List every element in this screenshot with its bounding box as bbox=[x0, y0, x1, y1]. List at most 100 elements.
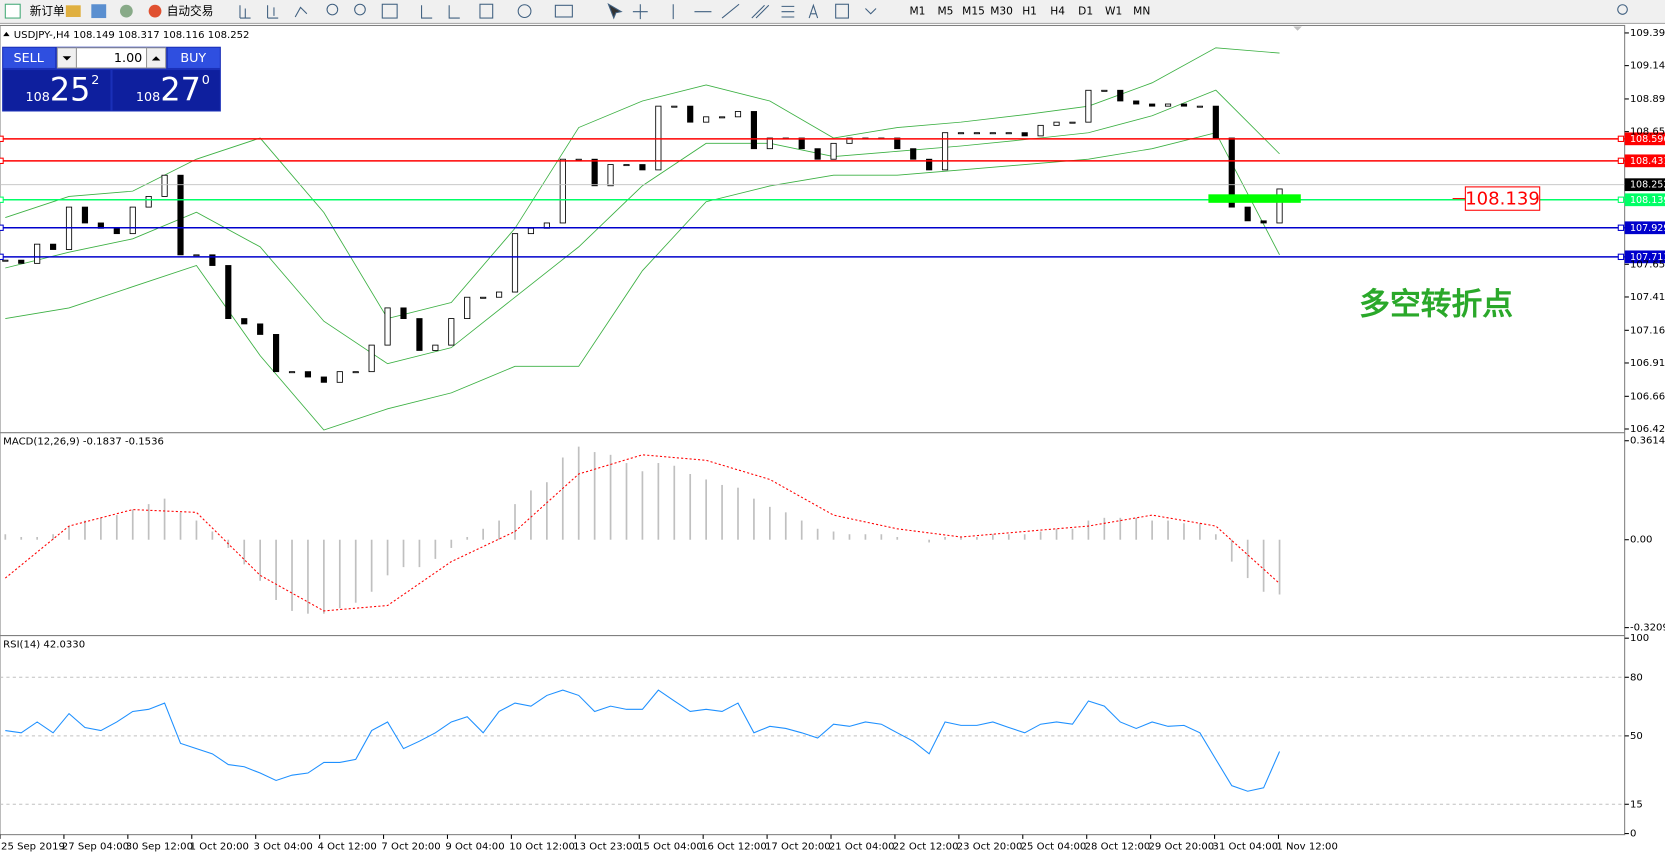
icon[interactable] bbox=[91, 4, 107, 19]
timeframe-button[interactable]: D1 bbox=[1078, 5, 1093, 18]
icon[interactable] bbox=[65, 5, 81, 17]
candle bbox=[81, 206, 89, 224]
tool-icons[interactable] bbox=[239, 3, 1628, 20]
chart-frame bbox=[0, 24, 1626, 836]
x-tick-label: 27 Sep 04:00 bbox=[62, 841, 129, 852]
timeframe-button[interactable]: M30 bbox=[990, 5, 1013, 18]
candle bbox=[1228, 137, 1235, 208]
icon[interactable] bbox=[326, 3, 339, 16]
icon[interactable] bbox=[381, 3, 398, 19]
x-tick-label: 1 Nov 12:00 bbox=[1276, 841, 1338, 852]
icon[interactable] bbox=[517, 4, 532, 19]
level-handle[interactable] bbox=[0, 253, 4, 261]
x-tick-label: 1 Oct 20:00 bbox=[190, 841, 249, 852]
icon[interactable] bbox=[421, 5, 433, 19]
candle bbox=[18, 259, 25, 264]
candle bbox=[1149, 103, 1156, 107]
x-tick-label: 28 Oct 12:00 bbox=[1085, 841, 1151, 852]
timeframe-button[interactable]: H1 bbox=[1022, 5, 1037, 18]
candle bbox=[1053, 121, 1060, 126]
icon[interactable] bbox=[448, 5, 460, 19]
y-tick-label: 106.665 bbox=[1630, 391, 1665, 402]
level-handle[interactable] bbox=[0, 224, 4, 231]
auto-trading-button[interactable]: 自动交易 bbox=[167, 4, 214, 18]
bid-big: 108 bbox=[25, 90, 49, 105]
icon[interactable] bbox=[479, 3, 494, 19]
candle bbox=[846, 137, 853, 144]
x-tick-label: 7 Oct 20:00 bbox=[381, 841, 440, 852]
candle bbox=[352, 371, 359, 374]
candle bbox=[734, 111, 742, 118]
macd-title: MACD(12,26,9) -0.1837 -0.1536 bbox=[3, 437, 164, 448]
level-handle[interactable] bbox=[1617, 253, 1625, 261]
candle bbox=[607, 164, 614, 187]
icon[interactable] bbox=[632, 4, 648, 20]
candle bbox=[1005, 132, 1012, 135]
timeframe-button[interactable]: W1 bbox=[1105, 5, 1122, 18]
current-price-box bbox=[1624, 178, 1665, 192]
candle bbox=[511, 233, 519, 293]
candle bbox=[50, 243, 57, 250]
sell-label[interactable]: SELL bbox=[14, 51, 45, 66]
level-handle[interactable] bbox=[1617, 224, 1625, 231]
timeframe-button[interactable]: MN bbox=[1133, 5, 1150, 18]
icon[interactable] bbox=[119, 4, 133, 18]
level-handle[interactable] bbox=[0, 157, 4, 165]
toolbar-bg bbox=[0, 0, 1665, 24]
lots-value[interactable]: 1.00 bbox=[114, 51, 142, 66]
sell-button[interactable] bbox=[3, 47, 56, 68]
timeframe-button[interactable]: M5 bbox=[938, 5, 954, 18]
auto-trading-icon[interactable] bbox=[148, 4, 162, 18]
y-tick-label: 107.160 bbox=[1630, 325, 1665, 336]
level-handle[interactable] bbox=[1617, 196, 1625, 203]
level-handle[interactable] bbox=[1617, 135, 1625, 143]
ask-box[interactable] bbox=[112, 70, 220, 111]
timeframe-button[interactable]: M15 bbox=[962, 5, 985, 18]
candle bbox=[1180, 103, 1188, 107]
level-handle[interactable] bbox=[0, 135, 4, 143]
level-label-box bbox=[1624, 193, 1665, 207]
search-icon[interactable] bbox=[1617, 4, 1628, 15]
candle bbox=[448, 318, 455, 346]
icon[interactable] bbox=[865, 8, 877, 15]
macd-pane bbox=[4, 446, 1281, 614]
x-tick-label: 22 Oct 12:00 bbox=[893, 841, 959, 852]
level-handle[interactable] bbox=[0, 196, 4, 203]
annotation: 多空转折点 bbox=[1359, 286, 1513, 322]
candle bbox=[941, 132, 949, 171]
toolbar: 新订单 自动交易 bbox=[0, 0, 1665, 24]
buy-label[interactable]: BUY bbox=[180, 51, 206, 66]
icon[interactable] bbox=[781, 5, 795, 18]
icon[interactable] bbox=[751, 4, 770, 19]
candle bbox=[671, 105, 678, 108]
current-price-label: 108.252 bbox=[1630, 180, 1665, 191]
icon[interactable] bbox=[554, 4, 573, 18]
icon[interactable] bbox=[607, 3, 623, 20]
icon[interactable] bbox=[354, 3, 366, 16]
candle bbox=[177, 174, 184, 256]
bid-box[interactable] bbox=[3, 70, 111, 111]
icon[interactable] bbox=[239, 5, 251, 19]
candle bbox=[1085, 89, 1092, 123]
candle bbox=[926, 158, 933, 171]
icon[interactable] bbox=[294, 6, 308, 18]
buy-button[interactable] bbox=[167, 47, 220, 68]
candle bbox=[336, 371, 343, 383]
y-tick-label: 15 bbox=[1630, 799, 1643, 810]
arrow-down bbox=[62, 56, 72, 61]
level-handle[interactable] bbox=[1617, 157, 1625, 165]
icon[interactable] bbox=[267, 5, 279, 19]
candle bbox=[241, 318, 248, 325]
timeframe-button[interactable]: H4 bbox=[1050, 5, 1065, 18]
icon[interactable] bbox=[808, 3, 819, 19]
new-order-button[interactable]: 新订单 bbox=[30, 4, 65, 18]
x-tick-label: 30 Sep 12:00 bbox=[126, 841, 193, 852]
shift-marker bbox=[1293, 26, 1302, 31]
new-order-icon[interactable] bbox=[4, 3, 21, 19]
icon[interactable] bbox=[721, 3, 740, 19]
icon[interactable] bbox=[835, 3, 849, 19]
candle bbox=[973, 132, 980, 135]
x-tick-label: 16 Oct 12:00 bbox=[701, 841, 767, 852]
timeframe-button[interactable]: M1 bbox=[909, 5, 925, 18]
